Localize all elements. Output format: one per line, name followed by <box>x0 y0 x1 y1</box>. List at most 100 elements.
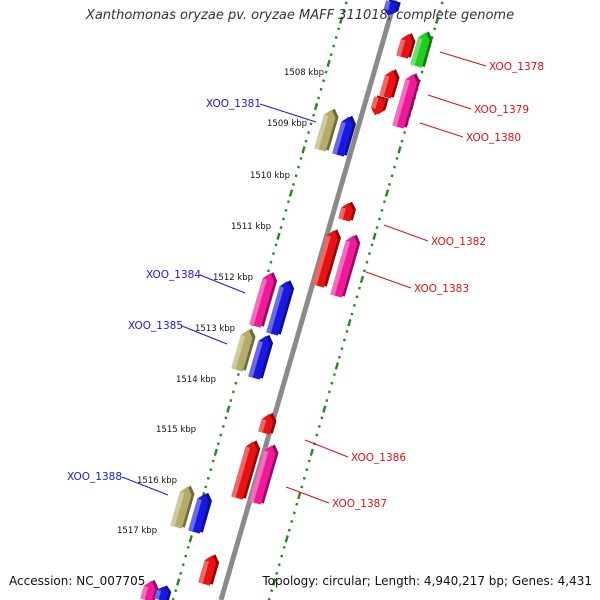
gene-highlight <box>258 418 267 433</box>
gene-leader-line <box>259 103 317 123</box>
scale-tick-minor <box>312 113 316 117</box>
scale-tick-minor <box>370 243 374 247</box>
scale-tick-minor <box>282 217 285 221</box>
scale-tick-minor <box>300 485 304 489</box>
scale-tick-minor <box>267 597 271 600</box>
scale-tick-minor <box>327 390 331 394</box>
scale-tick-minor <box>297 165 301 169</box>
gene-highlight <box>330 240 351 296</box>
gene-highlight <box>248 340 263 378</box>
gene-xoo-1385 <box>231 328 256 372</box>
gene-highlight <box>249 278 267 326</box>
scale-tick-minor <box>367 252 371 256</box>
gene-arrow <box>379 69 400 99</box>
gene-arrow <box>312 229 341 288</box>
scale-tick-minor <box>317 424 321 428</box>
gene-leader-line <box>439 51 487 67</box>
scale-tick-minor <box>340 347 344 351</box>
gene-highlight <box>383 0 391 11</box>
scale-tick-major <box>272 578 277 586</box>
scale-tick-minor <box>294 174 298 178</box>
scale-tick-minor <box>337 355 341 359</box>
scale-tick-minor <box>400 139 404 143</box>
gene-arrow <box>383 0 401 16</box>
gene-xoo-1380 <box>370 95 389 116</box>
gene-label: XOO_1388 <box>67 471 122 483</box>
scale-tick-minor <box>324 70 328 74</box>
scale-label: 1509 kbp <box>267 119 307 129</box>
gene-label: XOO_1378 <box>489 61 544 73</box>
gene-label: XOO_1381 <box>206 98 261 110</box>
gene-leader-line <box>181 325 228 345</box>
gene-label: XOO_1382 <box>431 236 486 248</box>
scale-tick-minor <box>274 243 278 247</box>
gene-leader-line <box>304 439 349 458</box>
scale-tick-minor <box>174 589 178 593</box>
scale-tick-minor <box>325 399 329 402</box>
scale-label: 1511 kbp <box>231 222 271 232</box>
scale-tick-minor <box>362 269 366 273</box>
topology-text: Topology: circular; Length: 4,940,217 bp… <box>262 574 592 588</box>
scale-tick-minor <box>269 260 273 264</box>
gene-leader-line <box>427 94 472 110</box>
gene-xoo-1387 <box>249 444 279 505</box>
scale-tick-minor <box>330 381 334 385</box>
gene-xoo-1378 <box>410 31 433 68</box>
scale-tick-minor <box>350 312 354 316</box>
scale-tick-minor <box>277 563 281 567</box>
scale-tick-major <box>326 59 331 68</box>
scale-tick-minor <box>403 131 407 135</box>
scale-tick-minor <box>184 554 188 558</box>
scale-tick-minor <box>234 381 238 385</box>
gene-highlight <box>314 114 329 150</box>
gene-highlight <box>410 37 423 66</box>
gene-label: XOO_1380 <box>466 132 521 144</box>
scale-tick-minor <box>290 520 294 523</box>
gene-arrow <box>140 579 159 600</box>
scale-tick-minor <box>395 156 399 160</box>
gene-highlight <box>266 286 284 334</box>
scale-tick-minor <box>209 468 213 472</box>
gene-label: XOO_1386 <box>351 452 406 464</box>
gene-highlight <box>154 589 162 600</box>
scale-tick-minor <box>342 338 346 342</box>
scale-tick-minor <box>342 10 346 14</box>
scale-label: 1516 kbp <box>137 476 177 486</box>
gene-highlight <box>140 585 149 600</box>
gene-arrow <box>266 280 295 336</box>
gene-xoo-1382 <box>338 201 357 222</box>
gene-leader-line <box>383 224 429 242</box>
gene-label: XOO_1379 <box>474 104 529 116</box>
scale-tick-minor <box>171 597 175 600</box>
gene-highlight <box>312 235 331 286</box>
gene-xoo-1381 <box>332 115 356 157</box>
scale-tick-minor <box>305 468 309 472</box>
scale-tick-minor <box>287 528 291 532</box>
scale-tick-major <box>334 362 340 370</box>
genome-backbone <box>218 0 398 600</box>
scale-tick-major <box>176 578 181 586</box>
scale-tick-minor <box>271 252 275 256</box>
scale-tick-minor <box>329 53 333 57</box>
scale-tick-minor <box>378 217 381 221</box>
scale-tick-minor <box>280 554 284 558</box>
gene-label: XOO_1387 <box>332 498 387 510</box>
scale-tick-minor <box>231 390 235 394</box>
scale-tick-minor <box>438 10 442 14</box>
gene-highlight <box>332 121 346 155</box>
scale-label: 1515 kbp <box>156 425 196 435</box>
scale-tick-minor <box>304 139 308 143</box>
gene-arrow <box>198 554 220 586</box>
scale-tick-minor <box>307 131 311 135</box>
gene-xoo-1386 <box>231 440 261 500</box>
gene-highlight <box>338 207 346 220</box>
scale-tick-major <box>347 319 352 327</box>
gene-highlight <box>231 334 246 370</box>
scale-tick-minor <box>375 226 379 230</box>
scale-tick-minor <box>186 545 190 549</box>
gene-highlight <box>188 498 202 532</box>
gene-arrow <box>154 585 172 600</box>
scale-tick-minor <box>393 165 397 169</box>
scale-tick-major <box>226 405 231 413</box>
